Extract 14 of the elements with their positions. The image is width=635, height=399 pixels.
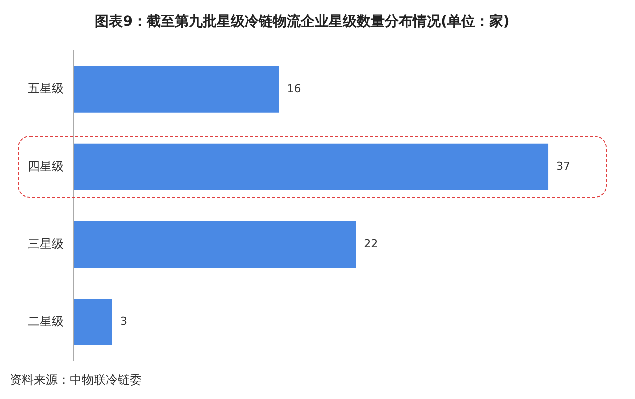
bar	[74, 221, 356, 268]
bar	[74, 298, 112, 346]
data-label: 37	[556, 160, 571, 173]
bar	[74, 144, 549, 190]
y-tick-label: 五星级	[28, 82, 64, 96]
y-tick-label: 三星级	[28, 236, 64, 251]
y-tick-label: 四星级	[28, 159, 64, 174]
chart-title: 图表9：截至第九批星级冷链物流企业星级数量分布情况(单位：家)	[95, 13, 510, 30]
data-label: 22	[364, 238, 378, 251]
data-label: 3	[120, 315, 128, 328]
data-label: 16	[287, 82, 302, 96]
y-tick-label: 二星级	[28, 314, 64, 328]
text: 资料来源：中物联冷链委	[10, 373, 142, 388]
bar	[74, 66, 280, 113]
